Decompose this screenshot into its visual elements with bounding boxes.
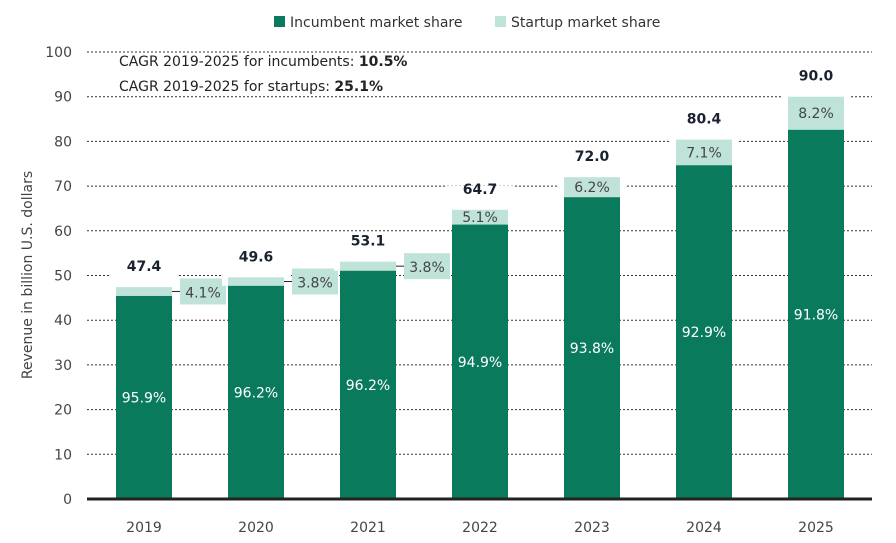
y-tick-label: 90 xyxy=(54,90,72,106)
cagr-incumbents: CAGR 2019-2025 for incumbents: 10.5% xyxy=(119,54,407,70)
legend-swatch-startup xyxy=(495,16,506,27)
y-axis-ticks: 0 10 20 30 40 50 60 70 80 90 100 xyxy=(45,45,72,508)
y-tick-label: 0 xyxy=(63,492,72,508)
bar-startup xyxy=(676,139,732,166)
x-tick-label: 2025 xyxy=(798,520,834,536)
bar-startup xyxy=(452,209,508,225)
bar-incumbent xyxy=(228,285,284,499)
cagr-incumbents-label: CAGR 2019-2025 for incumbents: xyxy=(119,54,359,70)
total-label: 90.0 xyxy=(799,69,834,85)
startup-share-label: 3.8% xyxy=(409,260,445,276)
total-label: 49.6 xyxy=(239,249,274,265)
total-label: 47.4 xyxy=(127,259,162,275)
bar-startup xyxy=(228,277,284,286)
x-tick-label: 2021 xyxy=(350,520,386,536)
legend-label-incumbent: Incumbent market share xyxy=(290,15,462,31)
y-tick-label: 30 xyxy=(54,358,72,374)
x-tick-label: 2019 xyxy=(126,520,162,536)
startup-label-box xyxy=(292,268,338,295)
startup-share-label: 8.2% xyxy=(798,106,834,122)
x-tick-label: 2020 xyxy=(238,520,274,536)
incumbent-share-label: 94.9% xyxy=(458,355,502,371)
x-tick-label: 2022 xyxy=(462,520,498,536)
bar-startup xyxy=(788,96,844,130)
bar-incumbent xyxy=(452,224,508,500)
y-tick-label: 50 xyxy=(54,269,72,285)
x-tick-label: 2024 xyxy=(686,520,722,536)
bar-incumbent xyxy=(564,197,620,499)
x-tick-label: 2023 xyxy=(574,520,610,536)
total-label: 80.4 xyxy=(687,112,722,128)
startup-share-label: 7.1% xyxy=(686,145,722,161)
y-tick-label: 100 xyxy=(45,45,72,61)
y-axis-label: Revenue in billion U.S. dollars xyxy=(20,171,36,379)
cagr-incumbents-value: 10.5% xyxy=(359,54,408,70)
y-tick-label: 60 xyxy=(54,224,72,240)
legend-label-startup: Startup market share xyxy=(511,15,660,31)
y-tick-label: 20 xyxy=(54,403,72,419)
startup-share-label: 3.8% xyxy=(297,276,333,292)
bar-startup xyxy=(564,177,620,198)
incumbent-share-label: 93.8% xyxy=(570,341,614,357)
bar-startup xyxy=(340,261,396,271)
cagr-startups-value: 25.1% xyxy=(334,79,383,95)
total-label: 72.0 xyxy=(575,149,610,165)
startup-label-box xyxy=(180,278,226,305)
total-label: 64.7 xyxy=(463,182,498,198)
incumbent-share-label: 91.8% xyxy=(794,307,838,323)
startup-share-label: 4.1% xyxy=(185,285,221,301)
startup-share-label: 5.1% xyxy=(462,210,498,226)
incumbent-share-label: 96.2% xyxy=(234,385,278,401)
incumbent-share-label: 96.2% xyxy=(346,378,390,394)
incumbent-share-label: 92.9% xyxy=(682,325,726,341)
y-tick-label: 10 xyxy=(54,447,72,463)
bar-incumbent xyxy=(676,165,732,500)
cagr-startups-label: CAGR 2019-2025 for startups: xyxy=(119,79,334,95)
y-tick-label: 70 xyxy=(54,179,72,195)
y-tick-label: 80 xyxy=(54,134,72,150)
y-tick-label: 40 xyxy=(54,313,72,329)
bar-incumbent xyxy=(788,129,844,499)
bars: 95.9% 47.4 2019 4.1% 96.2% 49.6 2020 3.8% 96.2% 5… xyxy=(110,69,850,536)
legend-swatch-incumbent xyxy=(274,16,285,27)
bar-incumbent xyxy=(116,295,172,499)
startup-label-box xyxy=(404,253,450,280)
legend: Incumbent market share Startup market sh… xyxy=(274,15,660,31)
startup-share-label: 6.2% xyxy=(574,180,610,196)
bar-startup xyxy=(116,287,172,296)
incumbent-share-label: 95.9% xyxy=(122,390,166,406)
cagr-startups: CAGR 2019-2025 for startups: 25.1% xyxy=(119,79,383,95)
bar-incumbent xyxy=(340,270,396,499)
total-label: 53.1 xyxy=(351,234,386,250)
